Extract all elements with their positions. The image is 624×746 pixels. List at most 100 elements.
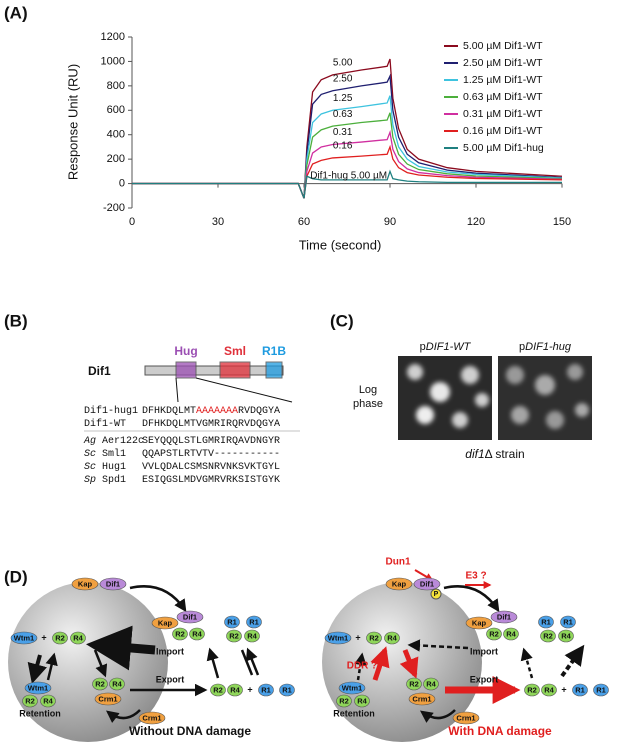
node-label: R2 bbox=[229, 631, 239, 640]
x-tick-label: 150 bbox=[553, 216, 571, 228]
node bbox=[244, 629, 260, 643]
node bbox=[423, 677, 439, 691]
extra-label: Dun1 bbox=[386, 557, 411, 568]
diagram-label: + bbox=[41, 632, 46, 642]
node bbox=[354, 694, 370, 708]
node bbox=[210, 683, 226, 697]
node-label: R4 bbox=[112, 679, 122, 688]
x-tick-label: 60 bbox=[298, 216, 310, 228]
diagram-label: Import bbox=[156, 646, 184, 656]
node bbox=[138, 711, 166, 725]
node bbox=[151, 616, 179, 630]
node-label: R4 bbox=[247, 631, 257, 640]
panel-label: (B) bbox=[4, 311, 28, 330]
node bbox=[172, 627, 188, 641]
node bbox=[227, 683, 243, 697]
node-label: Crm1 bbox=[142, 713, 161, 722]
node bbox=[40, 694, 56, 708]
node-label: R2 bbox=[175, 629, 185, 638]
node-label: Crm1 bbox=[98, 694, 117, 703]
seq-part: VVLQDALCSMSNRVNKSVKTGYL bbox=[142, 462, 280, 473]
panel-label: (D) bbox=[4, 567, 28, 586]
x-tick-label: 30 bbox=[212, 216, 224, 228]
annotation: 0.31 bbox=[333, 127, 353, 138]
alignment-name: Sc Hug1 bbox=[84, 462, 126, 473]
node bbox=[24, 681, 52, 695]
node bbox=[22, 694, 38, 708]
node-label: R1 bbox=[227, 617, 237, 626]
legend-label: 0.16 µM Dif1-WT bbox=[463, 125, 543, 137]
node-label: Wtm1 bbox=[14, 633, 34, 642]
domain-label: R1B bbox=[262, 344, 286, 358]
node-label: Kap bbox=[78, 579, 93, 588]
seq-part: AAAAAAA bbox=[196, 406, 238, 417]
y-tick-label: -200 bbox=[103, 202, 125, 214]
node-label: R2 bbox=[55, 633, 65, 642]
node bbox=[384, 631, 400, 645]
node bbox=[226, 629, 242, 643]
node-label: R2 bbox=[409, 679, 419, 688]
seq-part: DFHKDQLMTVGMRIRQRVDQGYA bbox=[142, 419, 280, 430]
node bbox=[465, 616, 493, 630]
name: Dif1-WT bbox=[84, 418, 126, 430]
node bbox=[560, 615, 576, 629]
arrows bbox=[27, 585, 585, 724]
node-label: R2 bbox=[339, 696, 349, 705]
seq-part: DFHKDQLMT bbox=[142, 406, 196, 417]
node bbox=[541, 683, 557, 697]
node-label: R2 bbox=[543, 631, 553, 640]
node bbox=[572, 683, 588, 697]
x-tick-label: 0 bbox=[129, 216, 135, 228]
node bbox=[490, 610, 518, 624]
node bbox=[189, 627, 205, 641]
node-label: R1 bbox=[563, 617, 573, 626]
node bbox=[52, 631, 68, 645]
name: Aer122c bbox=[102, 436, 144, 447]
annotation: 2.50 bbox=[333, 73, 353, 84]
zoom-line bbox=[175, 377, 179, 403]
annotation: 0.16 bbox=[333, 141, 353, 152]
annotation: 0.63 bbox=[333, 109, 353, 120]
name: Dif1-hug1 bbox=[84, 405, 138, 417]
node-label: R1 bbox=[261, 685, 271, 694]
node bbox=[70, 631, 86, 645]
node-label: Kap bbox=[392, 579, 407, 588]
alignment-name: Sc Sml1 bbox=[84, 448, 126, 460]
domain-label: Hug bbox=[174, 344, 197, 358]
node-label: R2 bbox=[95, 679, 105, 688]
annotation: 1.25 bbox=[333, 93, 353, 104]
node-label: Kap bbox=[472, 618, 487, 627]
node bbox=[366, 631, 382, 645]
node bbox=[10, 631, 38, 645]
diagram-label: + bbox=[561, 684, 566, 694]
node-label: Wtm1 bbox=[328, 633, 348, 642]
node bbox=[413, 577, 441, 591]
prefix: p bbox=[420, 341, 426, 353]
legend-label: 1.25 µM Dif1-WT bbox=[463, 74, 543, 86]
y-axis-label: Response Unit (RU) bbox=[65, 64, 80, 180]
x-axis-label: Time (second) bbox=[299, 237, 382, 252]
node-label: R2 bbox=[25, 696, 35, 705]
name: Sml1 bbox=[102, 448, 126, 460]
node bbox=[385, 577, 413, 591]
diagram-label: Import bbox=[470, 646, 498, 656]
column-label: pDIF1-WT bbox=[420, 341, 472, 353]
node bbox=[336, 694, 352, 708]
node bbox=[538, 615, 554, 629]
extra-label: P bbox=[434, 591, 439, 598]
y-tick-label: 400 bbox=[107, 129, 125, 141]
node-label: R1 bbox=[282, 685, 292, 694]
row-label: phase bbox=[353, 398, 383, 410]
node bbox=[408, 692, 436, 706]
node-label: Kap bbox=[158, 618, 173, 627]
node bbox=[338, 681, 366, 695]
node bbox=[524, 683, 540, 697]
y-tick-label: 200 bbox=[107, 153, 125, 165]
node-label: R1 bbox=[596, 685, 606, 694]
node-label: R1 bbox=[541, 617, 551, 626]
node bbox=[324, 631, 352, 645]
node-label: R1 bbox=[575, 685, 585, 694]
y-tick-label: 800 bbox=[107, 80, 125, 92]
node-label: R1 bbox=[249, 617, 259, 626]
species: Sc bbox=[84, 449, 96, 460]
